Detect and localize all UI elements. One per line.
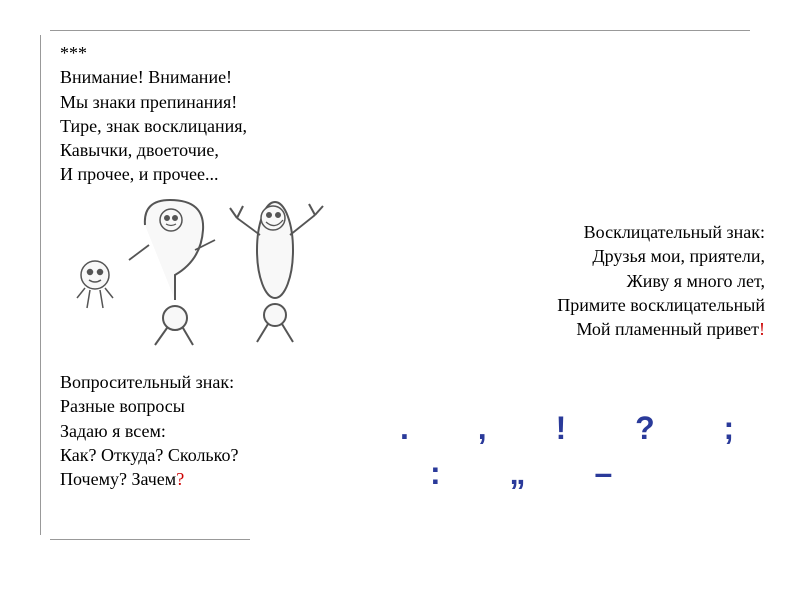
exclamation-mark-character (230, 202, 323, 342)
stars: *** (60, 41, 750, 65)
poem2-line2: Друзья мои, приятели, (557, 244, 765, 268)
poem3-line2: Разные вопросы (60, 394, 238, 418)
top-border (50, 30, 750, 31)
punct-exclaim: ! (556, 410, 567, 447)
poem1-line4: Кавычки, двоеточие, (60, 138, 750, 162)
poem3-line5: Почему? Зачем? (60, 467, 238, 491)
poem-intro: *** Внимание! Внимание! Мы знаки препина… (60, 41, 750, 187)
poem1-line2: Мы знаки препинания! (60, 90, 750, 114)
punct-period: . (400, 410, 409, 447)
punct-colon: : (430, 455, 441, 492)
poem3-line1: Вопросительный знак: (60, 370, 238, 394)
poem-question: Вопросительный знак: Разные вопросы Зада… (60, 370, 238, 491)
punct-question: ? (635, 410, 655, 447)
poem2-line5: Мой пламенный привет! (557, 317, 765, 341)
punctuation-row-1: . , ! ? ; (370, 410, 764, 447)
left-border (40, 35, 41, 535)
poem3-line3: Задаю я всем: (60, 419, 238, 443)
poem2-line4: Примите восклицательный (557, 293, 765, 317)
question-mark-character (129, 200, 215, 345)
bottom-border (50, 539, 250, 540)
poem1-line3: Тире, знак восклицания, (60, 114, 750, 138)
poem3-line4: Как? Откуда? Сколько? (60, 443, 238, 467)
punct-dash: – (594, 455, 612, 492)
punctuation-row-2: : „ – (400, 455, 642, 492)
red-question: ? (176, 469, 184, 489)
poem2-line1: Восклицательный знак: (557, 220, 765, 244)
punctuation-characters-svg (65, 180, 345, 350)
poem2-line3: Живу я много лет, (557, 269, 765, 293)
punct-quote: „ (510, 455, 526, 492)
poem1-line1: Внимание! Внимание! (60, 65, 750, 89)
punct-semicolon: ; (724, 410, 735, 447)
slide-container: *** Внимание! Внимание! Мы знаки препина… (0, 0, 800, 600)
red-exclaim: ! (759, 319, 765, 339)
punct-comma: , (478, 410, 487, 447)
cartoon-drawing (65, 180, 345, 350)
small-dot-character (77, 261, 113, 308)
poem-exclamation: Восклицательный знак: Друзья мои, прияте… (557, 220, 765, 341)
